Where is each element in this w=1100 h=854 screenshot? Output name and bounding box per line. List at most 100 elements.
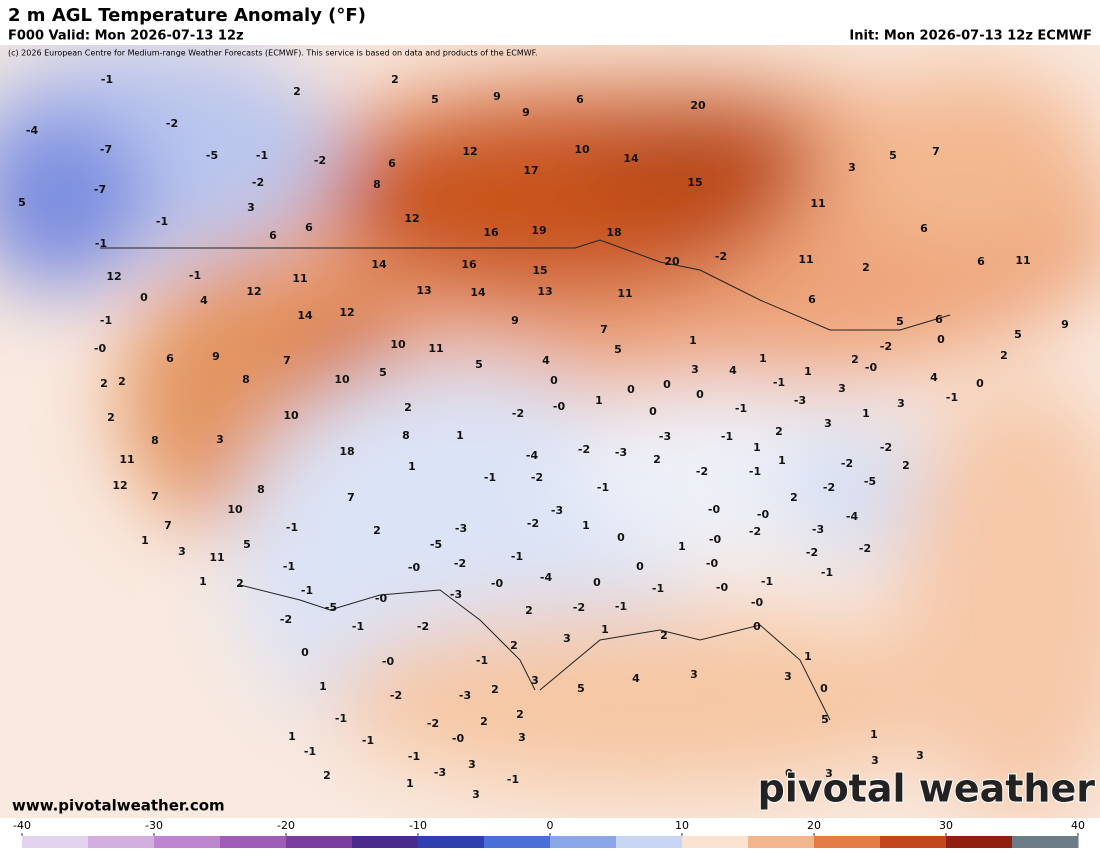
- station-value: 0: [550, 374, 558, 387]
- colorbar-tick-label: -40: [13, 819, 31, 832]
- station-value: 2: [851, 353, 859, 366]
- colorbar-segment: [946, 836, 1013, 848]
- station-value: 3: [563, 632, 571, 645]
- station-value: -5: [206, 149, 218, 162]
- station-value: 4: [200, 294, 208, 307]
- station-value: 5: [243, 538, 251, 551]
- station-value: -3: [455, 522, 467, 535]
- station-value: 2: [480, 715, 488, 728]
- station-value: 9: [493, 90, 501, 103]
- station-value: 3: [691, 363, 699, 376]
- station-value: -2: [417, 620, 429, 633]
- station-value: -2: [696, 465, 708, 478]
- valid-time: F000 Valid: Mon 2026-07-13 12z: [8, 29, 244, 44]
- station-value: -1: [304, 745, 316, 758]
- colorbar-segment: [616, 836, 683, 848]
- station-value: 12: [404, 212, 419, 225]
- station-value: 2: [373, 524, 381, 537]
- station-value: -1: [597, 481, 609, 494]
- station-value: -0: [382, 655, 395, 668]
- colorbar-segment: [418, 836, 485, 848]
- station-value: 12: [246, 285, 261, 298]
- station-value: -0: [553, 400, 566, 413]
- station-value: 14: [470, 286, 486, 299]
- station-value: -2: [314, 154, 326, 167]
- station-value: 3: [690, 668, 698, 681]
- station-value: -0: [751, 596, 764, 609]
- station-value: 8: [151, 434, 159, 447]
- station-value: 6: [166, 352, 174, 365]
- station-value: 3: [916, 749, 924, 762]
- station-value: 11: [209, 551, 224, 564]
- station-value: 0: [649, 405, 657, 418]
- station-value: -2: [841, 457, 853, 470]
- colorbar-tick-label: 20: [807, 819, 821, 832]
- colorbar-tick-label: 0: [547, 819, 554, 832]
- station-value: 4: [632, 672, 640, 685]
- station-value: 6: [808, 293, 816, 306]
- station-value: -1: [749, 465, 761, 478]
- station-value: 18: [339, 445, 354, 458]
- station-value: -3: [450, 588, 462, 601]
- station-value: 19: [531, 224, 546, 237]
- station-value: -0: [865, 361, 878, 374]
- station-value: -1: [362, 734, 374, 747]
- colorbar: -40 -30 -20 -10 0 10 20 30 40: [13, 819, 1085, 848]
- station-value: -0: [757, 508, 770, 521]
- station-value: 5: [889, 149, 897, 162]
- station-value: 1: [804, 650, 812, 663]
- colorbar-tick-label: 40: [1071, 819, 1085, 832]
- station-value: -3: [794, 394, 806, 407]
- station-value: 7: [932, 145, 940, 158]
- station-value: 10: [227, 503, 243, 516]
- station-value: 0: [937, 333, 945, 346]
- station-value: 5: [896, 315, 904, 328]
- station-value: 3: [824, 417, 832, 430]
- station-value: 11: [810, 197, 825, 210]
- station-value: -1: [189, 269, 201, 282]
- station-value: 11: [617, 287, 632, 300]
- station-value: 3: [838, 382, 846, 395]
- station-value: 1: [319, 680, 327, 693]
- colorbar-tick-label: -20: [277, 819, 295, 832]
- station-value: 9: [1061, 318, 1069, 331]
- station-value: -1: [256, 149, 268, 162]
- station-value: -1: [156, 215, 168, 228]
- station-value: -1: [721, 430, 733, 443]
- station-value: -3: [551, 504, 563, 517]
- title: 2 m AGL Temperature Anomaly (°F): [8, 5, 366, 26]
- station-value: 5: [379, 366, 387, 379]
- station-value: 3: [216, 433, 224, 446]
- station-value: 0: [593, 576, 601, 589]
- station-value: 5: [821, 713, 829, 726]
- colorbar-segment: [1012, 836, 1079, 848]
- station-value: 12: [112, 479, 127, 492]
- station-value: -3: [812, 523, 824, 536]
- station-value: 1: [199, 575, 207, 588]
- station-value: -2: [578, 443, 590, 456]
- station-value: -0: [706, 557, 719, 570]
- station-value: -2: [859, 542, 871, 555]
- station-value: 2: [775, 425, 783, 438]
- station-value: -1: [101, 73, 113, 86]
- colorbar-tick-label: -30: [145, 819, 163, 832]
- station-value: -1: [652, 582, 664, 595]
- station-value: -3: [434, 766, 446, 779]
- station-value: 0: [753, 620, 761, 633]
- logo: pivotal weather: [758, 767, 1096, 811]
- station-value: 15: [532, 264, 547, 277]
- station-value: -1: [408, 750, 420, 763]
- station-value: 11: [428, 342, 443, 355]
- colorbar-segment: [220, 836, 287, 848]
- station-value: 2: [491, 683, 499, 696]
- station-value: -1: [946, 391, 958, 404]
- station-value: 17: [523, 164, 538, 177]
- station-value: -2: [531, 471, 543, 484]
- station-value: -1: [335, 712, 347, 725]
- station-value: 2: [107, 411, 115, 424]
- station-value: 15: [687, 176, 702, 189]
- station-value: 8: [257, 483, 265, 496]
- station-value: -2: [749, 525, 761, 538]
- station-value: 1: [595, 394, 603, 407]
